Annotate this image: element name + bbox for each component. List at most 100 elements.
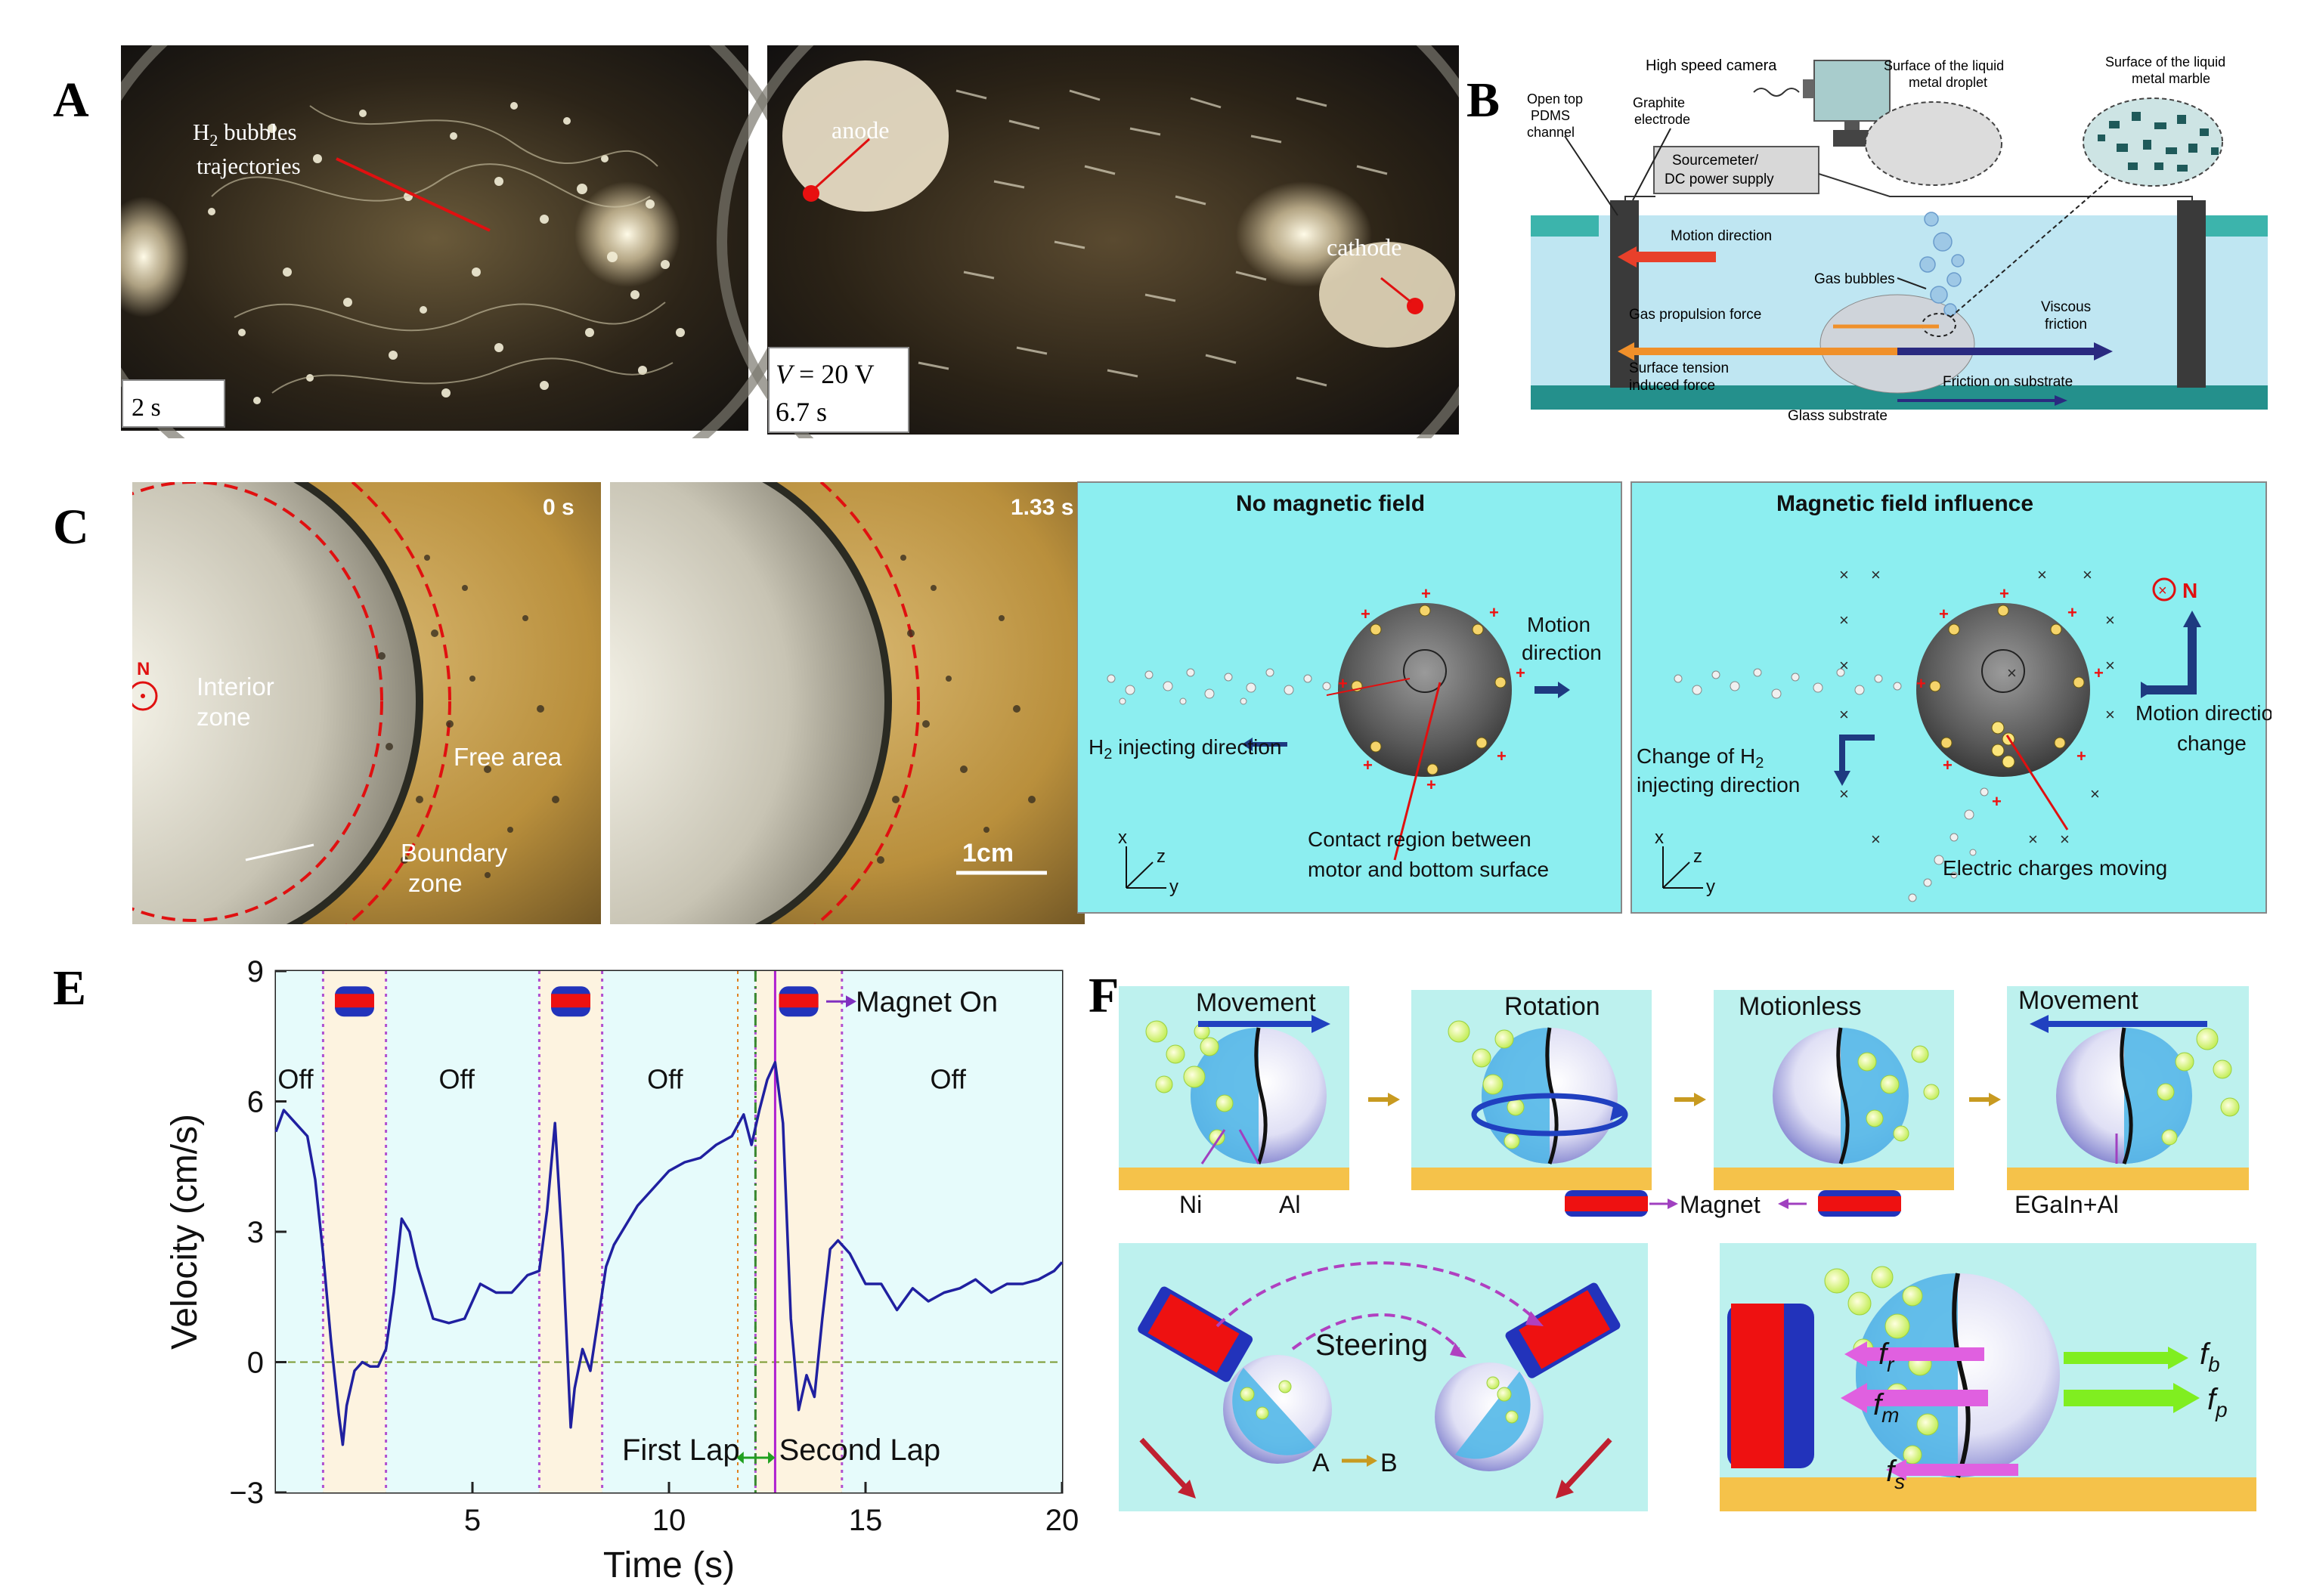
panel-d-right-axis-z: z — [1693, 846, 1702, 867]
panel-f-steer-arrow-left — [1139, 1437, 1189, 1491]
panel-f-b-label: B — [1380, 1449, 1398, 1477]
panel-label-c: C — [53, 500, 89, 555]
svg-text:+: + — [1943, 756, 1953, 775]
panel-a-cathode-label: cathode — [1327, 234, 1402, 261]
panel-d-left-axes — [1126, 846, 1166, 889]
svg-text:×: × — [1839, 611, 1849, 629]
panel-f-frame-rotation — [1411, 990, 1652, 1190]
panel-c-n-marker — [132, 681, 158, 711]
panel-b-liquid-metal-droplet — [1819, 294, 1975, 394]
panel-f-magnet-left — [1565, 1190, 1648, 1217]
panel-d-motion-change-arrow — [2141, 626, 2197, 694]
panel-c-boundary-label-2: zone — [408, 869, 463, 897]
panel-f-frame-movement — [1119, 986, 1349, 1190]
chart-y-tick-label: −3 — [229, 1477, 264, 1510]
panel-c-time-left: 0 s — [543, 495, 574, 520]
chart-annotation-second-lap: Second Lap — [779, 1434, 941, 1467]
chart-off-band — [841, 971, 1062, 1492]
panel-f-movement-label-2: Movement — [2018, 986, 2138, 1015]
svg-text:×: × — [2037, 565, 2047, 584]
chart-x-tick-label: 15 — [849, 1504, 883, 1537]
panel-d: + + + + + + + + + + + + + + + + × × × × × × × × × × × × × ×… — [1077, 481, 2272, 914]
panel-d-n-marker — [2152, 577, 2176, 602]
chart-annotation-off4: Off — [931, 1063, 967, 1094]
panel-d-h2-change-arrow — [1839, 735, 1875, 773]
panel-c: 0 s 1.33 s N Interior zone Free area Bou… — [132, 482, 1085, 924]
panel-a-left-time: 2 s — [132, 394, 161, 422]
panel-b-marble-surface — [2083, 97, 2223, 187]
chart-x-axis-label: Time (s) — [603, 1545, 735, 1585]
chart-off-band — [386, 971, 540, 1492]
panel-f-ni-label: Ni — [1179, 1191, 1202, 1218]
chart-x-tick-label: 20 — [1045, 1504, 1079, 1537]
svg-text:×: × — [1839, 784, 1849, 803]
svg-text:+: + — [2067, 603, 2077, 622]
panel-a-left-photo — [121, 45, 807, 438]
panel-e-chart: 5 10 15 20 −3 0 3 6 9 Off Off Off Off Magnet On First… — [165, 955, 1079, 1585]
chart-annotation-off1: Off — [277, 1063, 314, 1094]
panel-c-scale-label: 1cm — [962, 839, 1014, 868]
panel-d-change-label-1: Change of H2 — [1637, 744, 1764, 772]
panel-b-left-electrode — [1610, 200, 1639, 388]
panel-c-left-photo — [132, 482, 601, 924]
chart-y-tick-label: 6 — [247, 1086, 264, 1119]
chart-annotation-first-lap: First Lap — [622, 1434, 740, 1467]
svg-text:+: + — [2076, 747, 2086, 766]
svg-text:+: + — [1999, 584, 2009, 603]
panel-b-friction-label: Friction on substrate — [1943, 374, 2073, 390]
panel-label-f: F — [1089, 968, 1120, 1023]
svg-text:+: + — [1916, 674, 1926, 693]
svg-text:+: + — [1939, 605, 1949, 623]
panel-d-motion-label-1: Motion — [1527, 613, 1590, 636]
panel-f-frame-motionless — [1714, 990, 1954, 1190]
svg-text:×: × — [2158, 583, 2167, 599]
panel-a-right-info-box — [768, 347, 909, 433]
svg-text:+: + — [1363, 756, 1373, 775]
panel-b-droplet-label-2: metal droplet — [1909, 75, 1987, 90]
panel-d-contact-pointer — [1393, 682, 1442, 861]
panel-d-left-axis-x: x — [1118, 827, 1127, 848]
panel-c-interior-label-2: zone — [197, 703, 251, 731]
panel-f-motionless-label: Motionless — [1739, 992, 1862, 1021]
panel-label-a: A — [53, 73, 89, 128]
panel-f-al-label: Al — [1279, 1191, 1300, 1218]
panel-b-droplet-surface — [1865, 101, 2002, 186]
panel-b-graphite-label-2: electrode — [1634, 112, 1690, 127]
panel-b-viscous-label-1: Viscous — [2041, 299, 2091, 315]
panel-b-surface-tension-label-1: Surface tension — [1629, 360, 1729, 376]
chart-y-tick-label: 3 — [247, 1216, 264, 1249]
panel-a-trajectories-label: trajectories — [197, 153, 301, 179]
svg-text:+: + — [1489, 603, 1499, 622]
panel-b-droplet-label-1: Surface of the liquid — [1884, 58, 2004, 73]
panel-d-contact-label-2: motor and bottom surface — [1308, 858, 1549, 881]
panel-d-right-motor — [1916, 603, 2090, 777]
panel-b-camera — [1813, 60, 1891, 122]
panel-c-boundary-label-1: Boundary — [401, 839, 508, 867]
svg-text:×: × — [2007, 663, 2017, 682]
panel-a-bubbles-label: H2 bubbles — [193, 119, 297, 150]
chart-annotation-off3: Off — [647, 1063, 683, 1094]
panel-d-left-axis-y: y — [1169, 877, 1178, 897]
chart-y-tick-label: 0 — [247, 1347, 264, 1380]
svg-text:×: × — [1839, 565, 1849, 584]
panel-b-camera-label: High speed camera — [1646, 57, 1777, 74]
panel-d-motion-label-2: direction — [1522, 641, 1602, 664]
chart-magnet-icon-red — [779, 994, 819, 1008]
chart-lap-arrowhead-right — [768, 1452, 776, 1464]
panel-f-rotation-label: Rotation — [1504, 992, 1600, 1021]
panel-f-movement-label-1: Movement — [1196, 988, 1316, 1017]
panel-f: Movement Ni Al Rotation Motionless — [1119, 986, 2256, 1511]
panel-d-h2-label: H2 injecting direction — [1089, 735, 1281, 762]
panel-a-anode-label: anode — [832, 116, 889, 144]
svg-text:+: + — [2094, 663, 2104, 682]
panel-b-pdms-label-3: channel — [1527, 125, 1575, 140]
svg-text:+: + — [1361, 605, 1370, 623]
panel-a-left-time-box — [122, 379, 225, 428]
panel-b: High speed camera Open top PDMS channel … — [1527, 54, 2268, 424]
chart-y-axis-label: Velocity (cm/s) — [165, 1114, 205, 1350]
panel-d-right-title: Magnetic field influence — [1776, 491, 2033, 516]
chart-magnet-band — [755, 971, 842, 1492]
panel-a-voltage: V = 20 V — [776, 359, 875, 389]
panel-d-charges-label: Electric charges moving — [1943, 856, 2167, 880]
panel-a-pointer-line — [336, 157, 491, 232]
